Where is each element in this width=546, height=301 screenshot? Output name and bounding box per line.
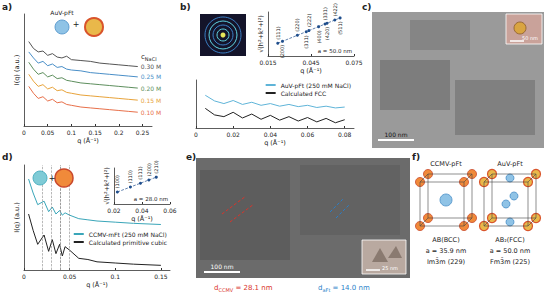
- svg-text:(200): (200): [279, 45, 285, 58]
- svg-text:c): c): [362, 2, 371, 12]
- svg-text:0.1: 0.1: [110, 273, 120, 280]
- svg-text:100 nm: 100 nm: [210, 263, 233, 270]
- svg-text:q (Å⁻¹): q (Å⁻¹): [300, 66, 322, 75]
- svg-text:d): d): [2, 152, 13, 162]
- svg-text:AuV-pFt: AuV-pFt: [50, 9, 74, 17]
- svg-text:0: 0: [22, 129, 26, 136]
- svg-text:q (Å⁻¹): q (Å⁻¹): [86, 280, 108, 289]
- svg-text:CCMV-pFt: CCMV-pFt: [430, 160, 462, 168]
- svg-text:0.15: 0.15: [154, 273, 168, 280]
- svg-text:AB(BCC): AB(BCC): [432, 236, 459, 244]
- svg-text:I(q) (a.u.): I(q) (a.u.): [13, 55, 21, 86]
- svg-text:100 nm: 100 nm: [384, 131, 407, 138]
- svg-text:a = 50.0 nm: a = 50.0 nm: [318, 48, 352, 54]
- svg-text:0.06: 0.06: [163, 207, 177, 214]
- svg-text:√(h²+k²+l²): √(h²+k²+l²): [257, 15, 265, 53]
- svg-text:0.04: 0.04: [135, 207, 149, 214]
- svg-text:= 28.1 nm: = 28.1 nm: [233, 284, 273, 292]
- svg-text:0.2: 0.2: [114, 129, 124, 136]
- svg-text:0.1: 0.1: [67, 129, 77, 136]
- svg-text:Calculated primitive cubic: Calculated primitive cubic: [89, 239, 167, 247]
- svg-text:a = 28.0 nm: a = 28.0 nm: [134, 196, 168, 202]
- svg-text:e): e): [186, 152, 196, 162]
- svg-text:CCMV: CCMV: [218, 287, 233, 293]
- svg-text:a = 50.0 nm: a = 50.0 nm: [490, 247, 531, 255]
- svg-text:d: d: [214, 283, 219, 292]
- svg-text:0.045: 0.045: [302, 59, 319, 66]
- svg-text:NaCl: NaCl: [145, 56, 157, 62]
- svg-text:0.30 M: 0.30 M: [141, 63, 161, 70]
- svg-text:(511): (511): [337, 21, 343, 34]
- svg-text:q (Å⁻¹): q (Å⁻¹): [131, 214, 153, 223]
- svg-text:25 nm: 25 nm: [382, 265, 398, 271]
- svg-text:(111): (111): [137, 166, 143, 179]
- svg-text:0.05: 0.05: [63, 273, 77, 280]
- svg-text:(111): (111): [275, 26, 281, 39]
- svg-text:0: 0: [194, 131, 198, 138]
- svg-text:Fm3̄m (225): Fm3̄m (225): [490, 257, 530, 265]
- svg-text:(200): (200): [146, 163, 152, 176]
- svg-text:= 14.0 nm: = 14.0 nm: [330, 284, 370, 292]
- svg-text:0.25: 0.25: [136, 129, 150, 136]
- svg-text:Im3̄m (229): Im3̄m (229): [427, 257, 465, 265]
- svg-text:d: d: [318, 283, 323, 292]
- svg-text:q (Å⁻¹): q (Å⁻¹): [264, 138, 286, 147]
- svg-text:(222): (222): [306, 14, 312, 27]
- svg-text:0.05: 0.05: [41, 129, 55, 136]
- svg-text:(311): (311): [303, 35, 309, 48]
- svg-text:f): f): [412, 152, 420, 162]
- svg-text:0.15: 0.15: [88, 129, 102, 136]
- svg-text:+: +: [49, 174, 56, 183]
- svg-text:(110): (110): [127, 170, 133, 183]
- svg-text:0.25 M: 0.25 M: [141, 73, 161, 80]
- svg-text:0.02: 0.02: [107, 207, 121, 214]
- svg-text:0.015: 0.015: [259, 59, 276, 66]
- svg-text:q (Å⁻¹): q (Å⁻¹): [77, 136, 99, 145]
- svg-text:0: 0: [22, 273, 26, 280]
- svg-text:0.08: 0.08: [338, 131, 352, 138]
- svg-text:(100): (100): [114, 175, 120, 188]
- svg-text:aFt: aFt: [322, 287, 330, 293]
- svg-text:(331): (331): [322, 7, 328, 20]
- svg-text:50 nm: 50 nm: [522, 35, 538, 41]
- svg-text:Calculated FCC: Calculated FCC: [281, 90, 327, 97]
- svg-text:b): b): [180, 2, 191, 12]
- svg-text:AuV-pFt: AuV-pFt: [497, 160, 523, 168]
- svg-text:0.20 M: 0.20 M: [141, 85, 161, 92]
- svg-text:0.15 M: 0.15 M: [141, 97, 161, 104]
- svg-text:√(h²+k²+l²): √(h²+k²+l²): [103, 167, 111, 205]
- svg-text:(422): (422): [332, 3, 338, 16]
- svg-text:(400): (400): [316, 30, 322, 43]
- svg-text:a): a): [2, 2, 12, 12]
- svg-text:I(q) (a.u.): I(q) (a.u.): [13, 202, 21, 233]
- svg-text:(220): (220): [294, 18, 300, 31]
- svg-text:(420): (420): [324, 27, 330, 40]
- svg-text:a = 35.9 nm: a = 35.9 nm: [426, 247, 467, 255]
- svg-text:+: +: [73, 20, 80, 29]
- svg-text:(210): (210): [153, 160, 159, 173]
- svg-text:c: c: [141, 52, 145, 61]
- svg-text:0.02: 0.02: [226, 131, 240, 138]
- svg-text:AB₂(FCC): AB₂(FCC): [495, 236, 524, 244]
- svg-text:0.04: 0.04: [264, 131, 278, 138]
- svg-text:0.06: 0.06: [301, 131, 315, 138]
- svg-text:0.075: 0.075: [345, 59, 362, 66]
- svg-text:AuV-pFt (250 mM NaCl): AuV-pFt (250 mM NaCl): [281, 82, 351, 90]
- svg-text:CCMV-mFt (250 mM NaCl): CCMV-mFt (250 mM NaCl): [89, 231, 167, 238]
- svg-text:0.10 M: 0.10 M: [141, 109, 161, 116]
